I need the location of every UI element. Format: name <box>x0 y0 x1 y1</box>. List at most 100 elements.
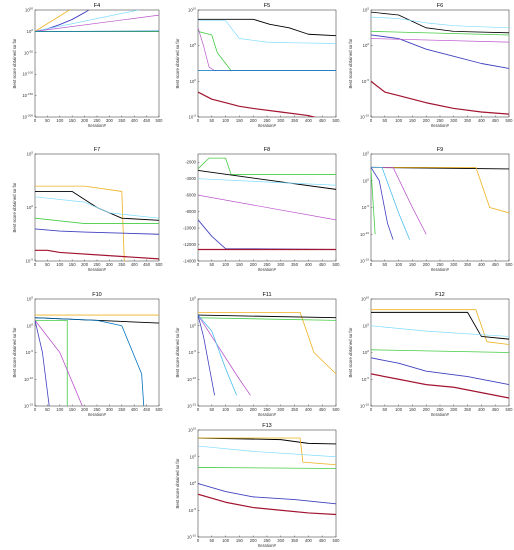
x-tick-label: 200 <box>423 262 431 267</box>
x-tick-label: 450 <box>492 407 500 412</box>
chart-panel-f7: F7 0 50 100 150 200 250 300 350 400 450 500 105 100 10… <box>12 147 163 272</box>
series-line-4 <box>198 314 251 396</box>
y-tick-label: 105 <box>363 7 370 13</box>
series-line-1 <box>198 311 336 375</box>
x-tick-label: 150 <box>236 118 244 123</box>
y-tick-label: -14000 <box>183 259 197 264</box>
x-tick-label: 500 <box>506 262 514 267</box>
x-tick-label: 500 <box>506 407 514 412</box>
series-line-2 <box>35 10 90 32</box>
x-tick-label: 450 <box>492 118 500 123</box>
x-tick-label: 0 <box>34 118 37 123</box>
x-tick-label: 100 <box>222 538 230 543</box>
x-tick-label: 300 <box>450 262 458 267</box>
x-tick-label: 150 <box>236 538 244 543</box>
chart-title: F9 <box>437 147 443 153</box>
series-line-5 <box>371 80 509 115</box>
y-tick-label: 1010 <box>188 7 196 13</box>
x-tick-label: 50 <box>45 118 50 123</box>
x-tick-label: 400 <box>305 262 313 267</box>
series-line-3 <box>371 31 509 36</box>
x-tick-label: 250 <box>264 118 272 123</box>
x-tick-label: 150 <box>69 118 77 123</box>
x-axis-label: Iteration# <box>431 412 450 417</box>
y-tick-label: 10-5 <box>26 258 34 264</box>
x-tick-label: 100 <box>56 262 64 267</box>
x-tick-label: 350 <box>118 262 126 267</box>
series-line-5 <box>198 483 336 505</box>
x-tick-label: 300 <box>277 262 285 267</box>
x-tick-label: 0 <box>370 118 373 123</box>
plot-frame <box>34 9 160 118</box>
chart-title: F10 <box>92 292 101 298</box>
x-tick-label: 500 <box>156 262 164 267</box>
series-line-2 <box>198 20 336 44</box>
x-tick-label: 300 <box>277 538 285 543</box>
x-tick-label: 250 <box>437 118 445 123</box>
series-line-6 <box>35 249 159 260</box>
x-tick-label: 250 <box>94 262 102 267</box>
x-tick-label: 500 <box>156 118 164 123</box>
x-tick-label: 450 <box>143 407 151 412</box>
y-tick-label: 10-5 <box>189 349 197 355</box>
chart-panel-f13: F13 0 50 100 150 200 250 300 350 400 450 500 1010 105… <box>175 423 340 548</box>
x-axis-label: Iteration# <box>88 267 107 272</box>
y-tick-label: 10-200 <box>22 114 33 120</box>
x-tick-label: 50 <box>45 262 50 267</box>
y-axis-label: Best score obtained so far <box>175 38 180 88</box>
series-line-4 <box>371 34 509 69</box>
x-tick-label: 300 <box>277 407 285 412</box>
x-tick-label: 200 <box>250 262 258 267</box>
x-tick-label: 50 <box>382 407 387 412</box>
series-line-1 <box>35 10 71 32</box>
chart-title: F7 <box>94 147 100 153</box>
series-line-6 <box>371 170 376 235</box>
x-tick-label: 200 <box>81 262 89 267</box>
x-tick-label: 0 <box>370 262 373 267</box>
x-tick-label: 50 <box>209 538 214 543</box>
x-tick-label: 0 <box>34 262 37 267</box>
series-line-5 <box>198 314 238 396</box>
series-line-2 <box>371 16 509 29</box>
y-tick-label: 10-15 <box>360 258 369 264</box>
x-tick-label: 350 <box>118 407 126 412</box>
x-tick-label: 300 <box>450 407 458 412</box>
series-line-3 <box>198 178 336 186</box>
y-tick-label: 10-100 <box>22 71 33 77</box>
series-line-1 <box>35 185 131 261</box>
y-tick-label: 100 <box>363 42 370 48</box>
x-tick-label: 450 <box>143 262 151 267</box>
x-tick-label: 0 <box>197 262 200 267</box>
chart-title: F5 <box>264 3 270 9</box>
series-line-2 <box>198 437 336 466</box>
y-tick-label: 105 <box>190 296 197 302</box>
series-line-5 <box>371 167 394 240</box>
x-axis-label: Iteration# <box>258 543 277 548</box>
y-tick-label: -6000 <box>185 193 196 198</box>
series-line-3 <box>371 325 509 337</box>
series-line-4 <box>35 14 159 32</box>
x-tick-label: 250 <box>264 538 272 543</box>
series-line-3 <box>198 445 336 458</box>
x-tick-label: 500 <box>333 538 341 543</box>
y-axis-label: Best score obtained so far <box>348 327 353 377</box>
plot-frame <box>370 298 510 407</box>
y-tick-label: 10-50 <box>24 49 33 55</box>
y-tick-label: 100 <box>363 177 370 183</box>
series-line-6 <box>198 493 336 516</box>
y-tick-label: 100 <box>27 322 34 328</box>
series-line-4 <box>371 166 411 240</box>
y-tick-label: 10-5 <box>362 78 370 84</box>
x-tick-label: 200 <box>250 538 258 543</box>
series-line-5 <box>35 320 83 406</box>
y-tick-label: 105 <box>27 151 34 157</box>
series-line-2 <box>371 311 509 340</box>
x-tick-label: 200 <box>250 407 258 412</box>
y-tick-label: -12000 <box>183 242 197 247</box>
x-tick-label: 50 <box>209 262 214 267</box>
x-tick-label: 350 <box>464 262 472 267</box>
y-tick-label: 100 <box>27 28 34 34</box>
x-tick-label: 150 <box>69 262 77 267</box>
x-tick-label: 400 <box>131 407 139 412</box>
